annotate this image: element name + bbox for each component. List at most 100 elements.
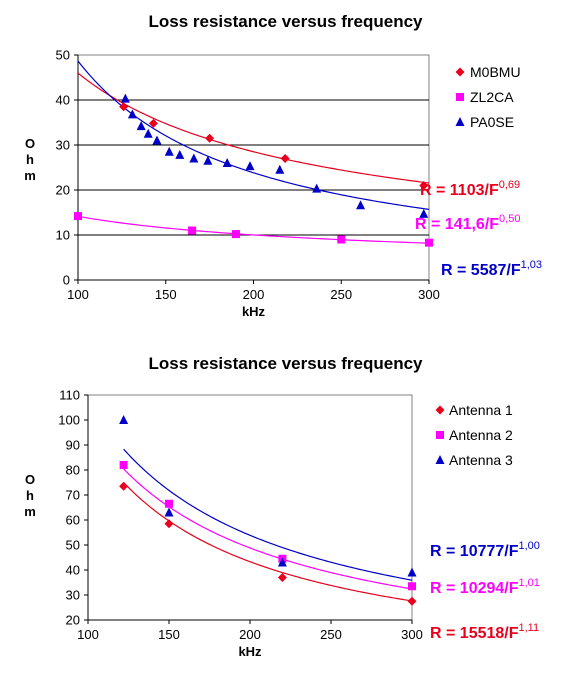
- chart-2-y-axis-label-char: h: [26, 488, 34, 503]
- chart-2-series-1-point: [164, 519, 174, 529]
- chart-2-legend-label-3: Antenna 3: [449, 452, 513, 468]
- chart-1-series-3-point: [120, 93, 130, 103]
- chart-2-series-2-point: [119, 461, 128, 469]
- chart-1-x-tick-label: 300: [418, 287, 440, 302]
- chart-1-series-2-point: [231, 230, 240, 239]
- chart-1-legend-label-3: PA0SE: [470, 114, 514, 130]
- chart-1-plot-area: [77, 54, 430, 281]
- chart-2-x-tick-label: 200: [239, 627, 261, 642]
- chart-1-series-3-point: [127, 109, 137, 119]
- chart-1-series-3-point: [136, 121, 146, 131]
- chart-2-legend-marker-2: [436, 431, 444, 439]
- chart-1-series-1-point: [119, 102, 129, 112]
- chart-1-y-axis-label-char: m: [24, 168, 36, 183]
- chart-1-y-tick-label: 30: [56, 138, 70, 153]
- chart-2-legend-marker-1: [435, 405, 445, 415]
- chart-1-fit-curve-2: [78, 215, 429, 244]
- chart-2-series-3-point: [119, 415, 129, 424]
- chart-2-fit-curve-2: [123, 468, 412, 590]
- chart-2-x-axis-label: kHz: [238, 644, 262, 659]
- chart-1-series-3-point: [275, 164, 285, 174]
- chart-1-series-3-point: [245, 161, 255, 171]
- chart-2-fit-equation-exponent-1: 1,11: [519, 622, 540, 634]
- chart-2-plot-area: [87, 394, 413, 621]
- chart-2-x-tick-label: 100: [77, 627, 99, 642]
- chart-1-series-3-point: [175, 149, 185, 159]
- chart-2-series-1-point: [277, 573, 287, 582]
- chart-2-fit-equation-1: R = 15518/F1,11: [430, 622, 539, 642]
- chart-1-y-tick-label: 40: [56, 93, 70, 108]
- chart-2-series-3-point: [164, 507, 174, 517]
- chart-1-series-3-point: [222, 158, 232, 167]
- chart-1-series-3-point: [312, 183, 322, 193]
- chart-2-fit-equation-base-3: R = 10777/F: [430, 543, 519, 560]
- chart-1-legend-marker-2: [456, 93, 464, 101]
- chart-2-y-tick-label: 60: [66, 513, 80, 528]
- chart-2-series-1-point: [407, 596, 417, 606]
- chart-1-y-axis-label-char: O: [25, 136, 35, 151]
- chart-2-y-tick-label: 100: [58, 413, 80, 428]
- chart-1-series-3-point: [419, 208, 429, 218]
- chart-2-series-3-point: [277, 557, 287, 567]
- chart-1-legend-marker-3: [455, 117, 465, 126]
- chart-2-fit-equation-exponent-3: 1,00: [519, 540, 540, 552]
- chart-1-fit-equation-exponent-2: 0,50: [499, 213, 520, 225]
- chart-1-x-axis-label: kHz: [242, 304, 266, 319]
- chart-2-y-tick-label: 30: [66, 588, 80, 603]
- chart-2-fit-equation-3: R = 10777/F1,00: [430, 540, 540, 560]
- chart-2-y-axis-label-char: O: [25, 472, 35, 487]
- chart-1-legend-label-2: ZL2CA: [470, 89, 514, 105]
- chart-2-series-1-point: [119, 481, 129, 491]
- chart-1-series-3-point: [143, 128, 153, 138]
- chart-2-fit-equation-base-2: R = 10294/F: [430, 580, 519, 597]
- chart-2-y-axis-label-char: m: [24, 504, 36, 519]
- chart-2-fit-equation-exponent-2: 1,01: [519, 577, 540, 589]
- chart-1-series-2-point: [337, 235, 346, 244]
- chart-2-x-tick-label: 250: [320, 627, 342, 642]
- chart-2-legend-label-1: Antenna 1: [449, 402, 513, 418]
- chart-1-series-1-point: [419, 181, 429, 190]
- chart-2-legend-label-2: Antenna 2: [449, 427, 513, 443]
- chart-2-fit-curve-3: [123, 448, 412, 581]
- chart-2-fit-equation-2: R = 10294/F1,01: [430, 577, 540, 597]
- chart-1-series-1-point: [280, 154, 290, 163]
- chart-1-fit-equation-base-3: R = 5587/F: [441, 262, 521, 279]
- chart-2-y-tick-label: 50: [66, 538, 80, 553]
- chart-1-x-tick-label: 150: [155, 287, 177, 302]
- chart-1-series-3-point: [164, 146, 174, 156]
- chart-1-fit-equation-exponent-1: 0,69: [499, 179, 520, 191]
- chart-2-fit-equation-base-1: R = 15518/F: [430, 625, 519, 642]
- chart-2-y-tick-label: 40: [66, 563, 80, 578]
- chart-2-y-tick-label: 70: [66, 488, 80, 503]
- chart-1-series-3-point: [152, 135, 162, 145]
- chart-1-series-1-point: [205, 133, 215, 143]
- chart-1-legend-label-1: M0BMU: [470, 64, 521, 80]
- chart-2-title: Loss resistance versus frequency: [148, 354, 423, 373]
- chart-1-series-1-point: [148, 118, 158, 128]
- chart-2-y-tick-label: 90: [66, 438, 80, 453]
- chart-2-y-tick-label: 110: [59, 388, 80, 403]
- chart-1-series-3-point: [203, 155, 213, 165]
- chart-1-fit-equation-base-2: R = 141,6/F: [415, 216, 499, 233]
- chart-1-y-tick-label: 0: [63, 273, 70, 288]
- chart-1-fit-equation-exponent-3: 1,03: [521, 259, 542, 271]
- chart-1-series-2-point: [425, 238, 433, 247]
- chart-2-series-3-point: [407, 567, 417, 577]
- chart-1-fit-equation-2: R = 141,6/F0,50: [415, 213, 520, 233]
- chart-1-x-tick-label: 100: [67, 287, 89, 302]
- chart-1-y-axis-label-char: h: [26, 152, 34, 167]
- chart-1-legend-marker-1: [455, 67, 465, 77]
- chart-2-legend-marker-3: [435, 455, 445, 464]
- chart-1-fit-equation-1: R = 1103/F0,69: [420, 179, 520, 199]
- chart-1-x-tick-label: 200: [243, 287, 265, 302]
- chart-1-fit-equation-3: R = 5587/F1,03: [441, 259, 542, 279]
- chart-1-y-tick-label: 20: [56, 183, 70, 198]
- chart-1-y-tick-label: 10: [56, 228, 70, 243]
- chart-1-fit-equation-base-1: R = 1103/F: [420, 182, 499, 199]
- chart-1-fit-curve-3: [78, 60, 429, 210]
- chart-1-x-tick-label: 250: [330, 287, 352, 302]
- chart-2-x-tick-label: 300: [401, 627, 423, 642]
- chart-1-y-tick-label: 50: [56, 48, 70, 63]
- chart-2-series-2-point: [408, 582, 416, 591]
